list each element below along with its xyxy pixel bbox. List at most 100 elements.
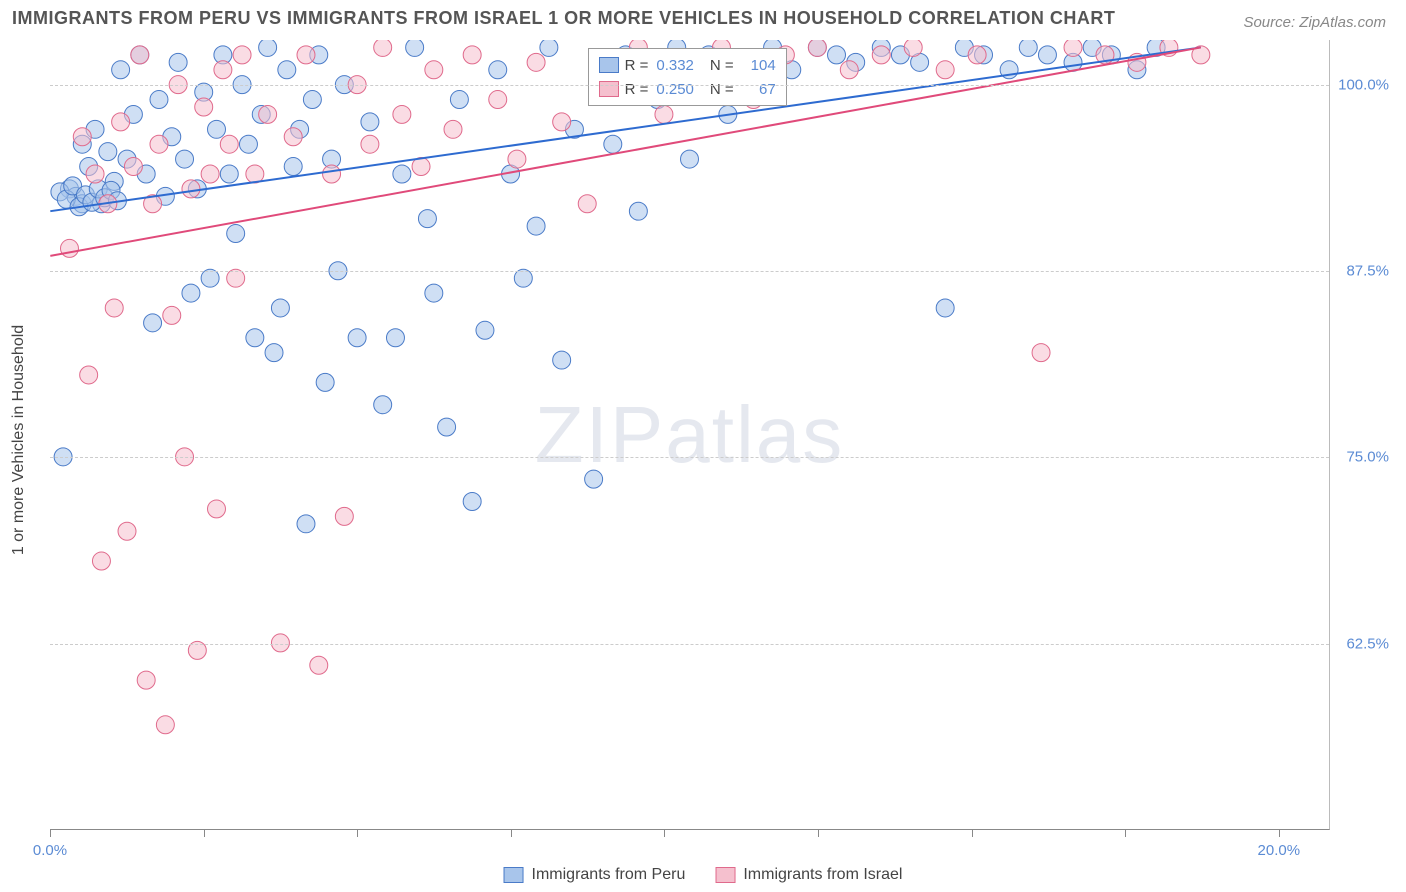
- scatter-point: [540, 40, 558, 56]
- scatter-point: [233, 46, 251, 64]
- scatter-point: [105, 299, 123, 317]
- scatter-point: [214, 61, 232, 79]
- legend-n-value: 104: [742, 57, 776, 74]
- legend-swatch: [715, 867, 735, 883]
- scatter-point: [208, 500, 226, 518]
- bottom-legend-item: Immigrants from Peru: [504, 866, 686, 884]
- legend-r-label: R =: [625, 81, 649, 98]
- scatter-point: [112, 61, 130, 79]
- scatter-point: [220, 165, 238, 183]
- xtick: [357, 829, 358, 837]
- scatter-point: [585, 470, 603, 488]
- scatter-point: [604, 135, 622, 153]
- scatter-point: [629, 202, 647, 220]
- scatter-point: [828, 46, 846, 64]
- bottom-legend-item: Immigrants from Israel: [715, 866, 902, 884]
- legend-series-label: Immigrants from Israel: [743, 866, 902, 884]
- scatter-point: [112, 113, 130, 131]
- scatter-point: [284, 158, 302, 176]
- scatter-point: [808, 40, 826, 56]
- scatter-point: [118, 522, 136, 540]
- scatter-point: [425, 61, 443, 79]
- xtick-label: 0.0%: [33, 842, 67, 859]
- legend-n-label: N =: [710, 57, 734, 74]
- scatter-point: [220, 135, 238, 153]
- scatter-point: [386, 329, 404, 347]
- scatter-point: [144, 314, 162, 332]
- legend-r-value: 0.332: [656, 57, 694, 74]
- y-axis-label: 1 or more Vehicles in Household: [10, 325, 28, 555]
- scatter-point: [1064, 40, 1082, 56]
- scatter-point: [553, 113, 571, 131]
- xtick: [664, 829, 665, 837]
- scatter-point: [489, 61, 507, 79]
- chart-title: IMMIGRANTS FROM PERU VS IMMIGRANTS FROM …: [12, 8, 1115, 29]
- legend-row: R = 0.250 N = 67: [599, 77, 776, 101]
- scatter-point: [527, 217, 545, 235]
- scatter-point: [60, 239, 78, 257]
- scatter-point: [476, 321, 494, 339]
- scatter-point: [361, 113, 379, 131]
- scatter-point: [297, 515, 315, 533]
- scatter-point: [124, 158, 142, 176]
- gridline: [50, 457, 1329, 458]
- xtick-label: 20.0%: [1258, 842, 1301, 859]
- scatter-point: [131, 46, 149, 64]
- scatter-point: [303, 91, 321, 109]
- scatter-point: [195, 98, 213, 116]
- legend-swatch: [599, 81, 619, 97]
- scatter-point: [463, 46, 481, 64]
- stats-legend: R = 0.332 N = 104 R = 0.250 N = 67: [588, 48, 787, 106]
- scatter-point: [936, 299, 954, 317]
- xtick: [204, 829, 205, 837]
- scatter-point: [201, 165, 219, 183]
- gridline: [50, 85, 1329, 86]
- scatter-point: [150, 91, 168, 109]
- scatter-point: [1019, 40, 1037, 56]
- scatter-point: [489, 91, 507, 109]
- legend-swatch: [599, 57, 619, 73]
- scatter-point: [361, 135, 379, 153]
- scatter-point: [681, 150, 699, 168]
- scatter-point: [271, 299, 289, 317]
- scatter-point: [208, 120, 226, 138]
- scatter-point: [348, 329, 366, 347]
- scatter-point: [227, 225, 245, 243]
- scatter-point: [163, 306, 181, 324]
- scatter-point: [968, 46, 986, 64]
- scatter-point: [246, 329, 264, 347]
- scatter-point: [393, 165, 411, 183]
- scatter-point: [936, 61, 954, 79]
- scatter-point: [316, 373, 334, 391]
- scatter-point: [393, 105, 411, 123]
- ytick-label: 62.5%: [1346, 635, 1389, 652]
- plot-area: ZIPatlas R = 0.332 N = 104 R = 0.250 N =…: [50, 40, 1330, 830]
- scatter-point: [655, 105, 673, 123]
- scatter-point: [335, 507, 353, 525]
- scatter-point: [444, 120, 462, 138]
- plot-svg: [50, 40, 1329, 829]
- ytick-label: 75.0%: [1346, 449, 1389, 466]
- xtick: [1125, 829, 1126, 837]
- scatter-point: [86, 165, 104, 183]
- xtick: [972, 829, 973, 837]
- scatter-point: [239, 135, 257, 153]
- legend-series-label: Immigrants from Peru: [532, 866, 686, 884]
- ytick-label: 100.0%: [1338, 76, 1389, 93]
- scatter-point: [182, 284, 200, 302]
- scatter-point: [297, 46, 315, 64]
- scatter-point: [1032, 344, 1050, 362]
- scatter-point: [156, 716, 174, 734]
- scatter-point: [259, 40, 277, 56]
- scatter-point: [323, 165, 341, 183]
- scatter-point: [406, 40, 424, 56]
- ytick-label: 87.5%: [1346, 263, 1389, 280]
- legend-swatch: [504, 867, 524, 883]
- scatter-point: [310, 656, 328, 674]
- source-label: Source: ZipAtlas.com: [1243, 14, 1386, 31]
- legend-r-value: 0.250: [656, 81, 694, 98]
- scatter-point: [438, 418, 456, 436]
- scatter-point: [169, 53, 187, 71]
- scatter-point: [259, 105, 277, 123]
- legend-r-label: R =: [625, 57, 649, 74]
